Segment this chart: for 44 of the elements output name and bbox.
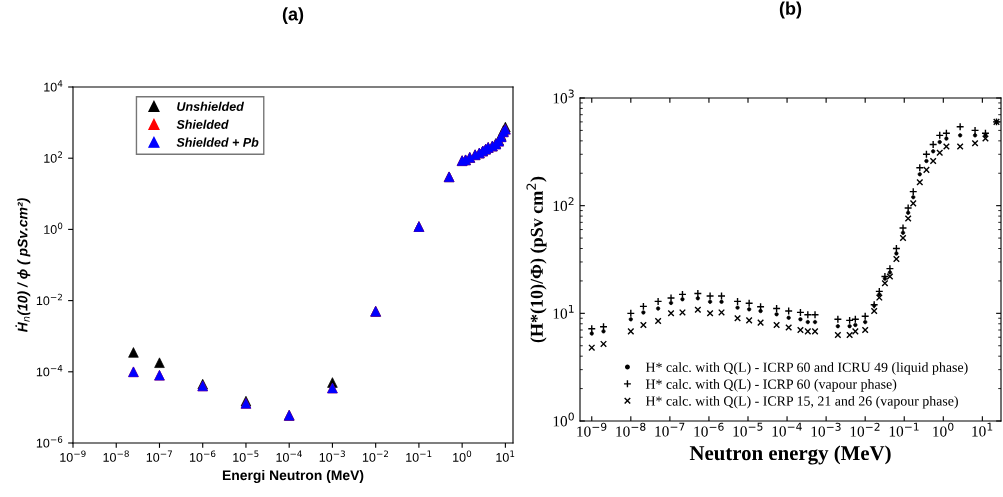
legend-label: H* calc. with Q(L) - ICRP 60 and ICRU 49 (liquid phase) <box>645 362 968 375</box>
x-tick-label: 10$^{−2}$ <box>362 450 389 462</box>
legend-label: Unshielded <box>177 101 245 111</box>
y-tick-label: 10$^{−4}$ <box>36 365 63 377</box>
y-tick-label: 10$^{1}$ <box>553 304 574 319</box>
x-axis-title: Neutron energy (MeV) <box>689 445 891 465</box>
x-tick-label: 10$^{1}$ <box>496 450 515 462</box>
x-tick-label: 10$^{−5}$ <box>233 450 259 462</box>
y-tick-label: 10$^{0}$ <box>553 412 574 427</box>
x-tick-label: 10$^{−1}$ <box>889 422 919 437</box>
x-tick-label: 10$^{−1}$ <box>406 450 432 462</box>
x-tick-label: 10$^{−6}$ <box>189 450 216 462</box>
x-tick-label: 10$^{−7}$ <box>655 422 685 437</box>
x-tick-label: 10$^{0}$ <box>933 422 954 437</box>
x-tick-label: 10$^{−4}$ <box>772 422 802 437</box>
legend-label: H* calc. with Q(L) - ICRP 60 (vapour phase) <box>645 379 897 392</box>
x-tick-label: 10$^{−3}$ <box>811 422 841 437</box>
x-tick-label: 10$^{−2}$ <box>850 422 880 437</box>
legend-label: Shielded <box>176 119 229 129</box>
y-tick-label: 10$^{3}$ <box>553 89 574 104</box>
x-tick-label: 10$^{−4}$ <box>276 450 302 462</box>
x-tick-label: 10$^{−9}$ <box>60 450 86 462</box>
x-tick-label: 10$^{0}$ <box>453 450 472 462</box>
x-axis-title: Energi Neutron (MeV) <box>222 469 364 483</box>
y-tick-label: 10$^{2}$ <box>44 151 62 163</box>
y-axis-title: (H*(10)/Φ) (pSv cm$^{2}$) <box>526 176 547 343</box>
x-tick-label: 10$^{−6}$ <box>694 422 724 437</box>
x-tick-label: 10$^{1}$ <box>972 422 993 437</box>
y-tick-label: 10$^{4}$ <box>44 80 63 92</box>
chart-title: (b) <box>779 1 802 19</box>
y-tick-label: 10$^{0}$ <box>44 222 63 234</box>
chart-title: (a) <box>282 7 304 25</box>
x-tick-label: 10$^{−8}$ <box>616 422 646 437</box>
legend-label: Shielded + Pb <box>176 137 259 147</box>
y-tick-label: 10$^{−6}$ <box>36 436 63 448</box>
y-tick-label: 10$^{2}$ <box>553 197 574 212</box>
x-tick-label: 10$^{−7}$ <box>146 450 172 462</box>
x-tick-label: 10$^{−9}$ <box>577 422 607 437</box>
x-tick-label: 10$^{−5}$ <box>733 422 763 437</box>
y-tick-label: 10$^{−2}$ <box>36 293 62 306</box>
x-tick-label: 10$^{−3}$ <box>319 450 345 462</box>
x-tick-label: 10$^{−8}$ <box>103 450 129 462</box>
legend-label: H* calc. with Q(L) - ICRP 15, 21 and 26 (vapour phase) <box>645 395 958 409</box>
y-axis-title: Ḣ$_{n}$(10) / ϕ ( pSv.cm²) <box>15 198 31 333</box>
